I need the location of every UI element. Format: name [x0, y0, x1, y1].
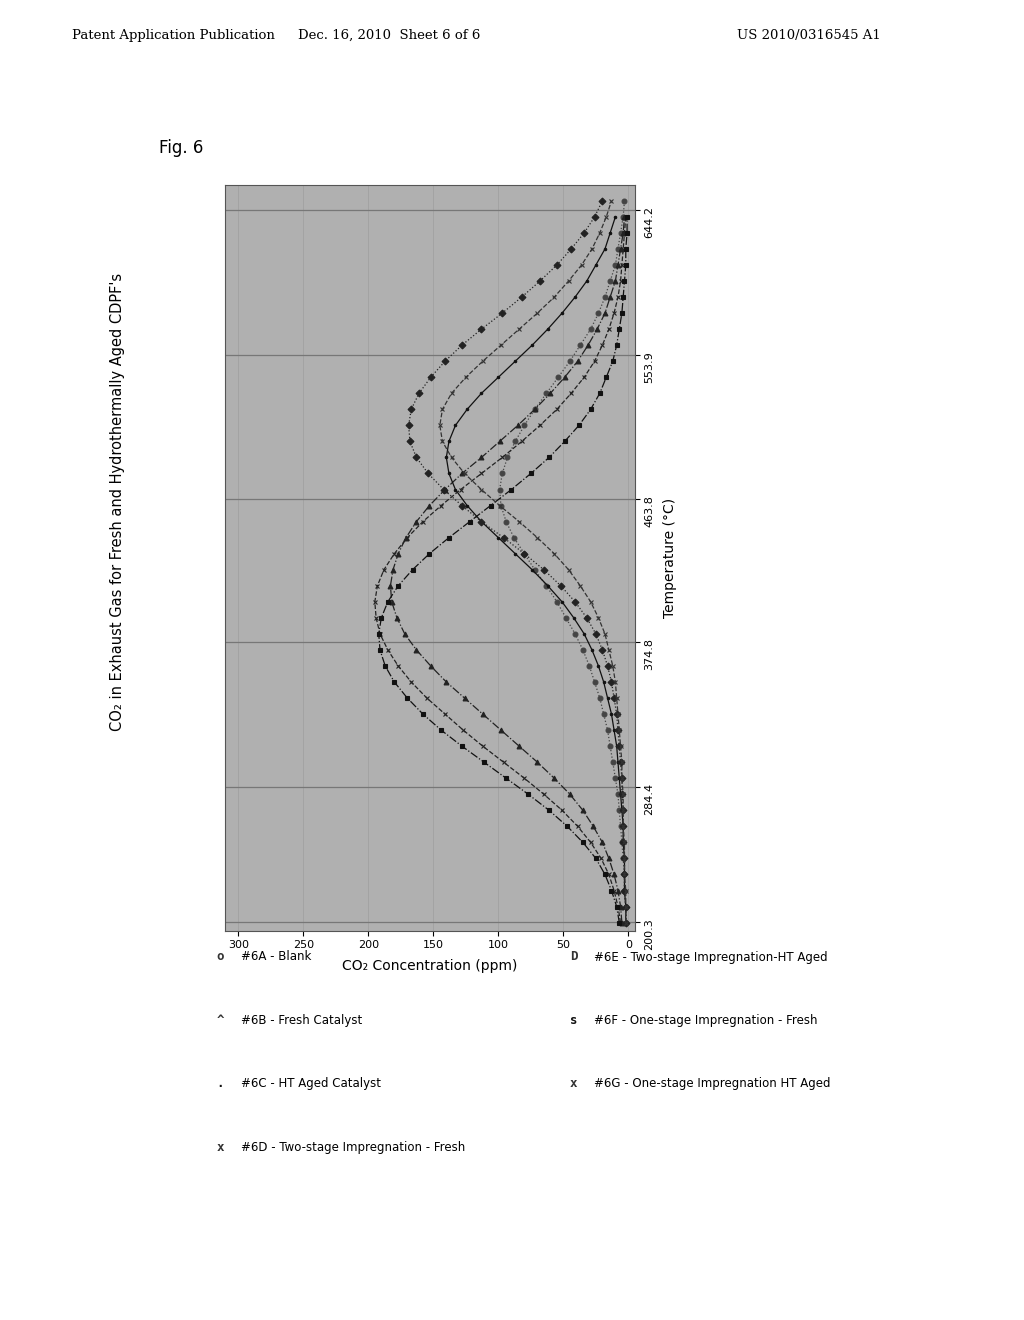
- Text: Fig. 6: Fig. 6: [159, 139, 203, 157]
- Text: #6D - Two-stage Impregnation - Fresh: #6D - Two-stage Impregnation - Fresh: [241, 1140, 465, 1154]
- Y-axis label: Temperature (°C): Temperature (°C): [663, 498, 677, 618]
- Text: .: .: [216, 1077, 224, 1090]
- Text: US 2010/0316545 A1: US 2010/0316545 A1: [737, 29, 881, 42]
- Text: Patent Application Publication: Patent Application Publication: [72, 29, 274, 42]
- Text: #6E - Two-stage Impregnation-HT Aged: #6E - Two-stage Impregnation-HT Aged: [594, 950, 827, 964]
- Text: #6A - Blank: #6A - Blank: [241, 950, 311, 964]
- Text: o: o: [216, 950, 224, 964]
- Text: #6G - One-stage Impregnation HT Aged: #6G - One-stage Impregnation HT Aged: [594, 1077, 830, 1090]
- Text: x: x: [569, 1077, 578, 1090]
- Text: Dec. 16, 2010  Sheet 6 of 6: Dec. 16, 2010 Sheet 6 of 6: [298, 29, 480, 42]
- Text: CO₂ in Exhaust Gas for Fresh and Hydrothermally Aged CDPF's: CO₂ in Exhaust Gas for Fresh and Hydroth…: [111, 272, 125, 731]
- Text: s: s: [569, 1014, 578, 1027]
- Text: ^: ^: [216, 1014, 224, 1027]
- Text: #6B - Fresh Catalyst: #6B - Fresh Catalyst: [241, 1014, 361, 1027]
- Text: #6C - HT Aged Catalyst: #6C - HT Aged Catalyst: [241, 1077, 381, 1090]
- Text: D: D: [569, 950, 578, 964]
- Text: #6F - One-stage Impregnation - Fresh: #6F - One-stage Impregnation - Fresh: [594, 1014, 817, 1027]
- Text: x: x: [216, 1140, 224, 1154]
- X-axis label: CO₂ Concentration (ppm): CO₂ Concentration (ppm): [342, 958, 518, 973]
